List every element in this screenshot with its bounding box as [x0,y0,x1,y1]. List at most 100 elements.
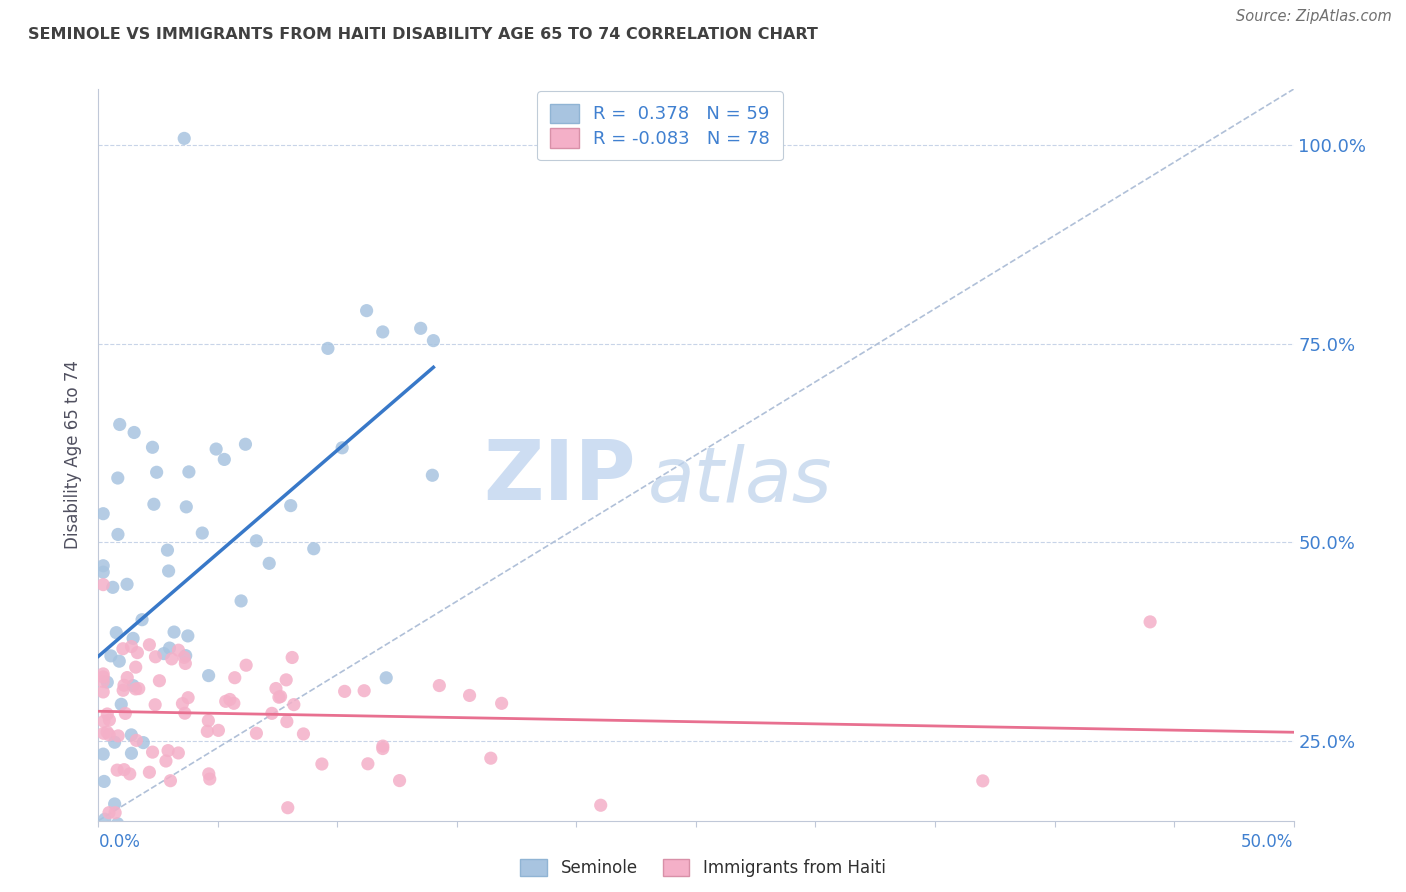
Point [104,805,127,820]
Point [222,696,245,710]
Point [107,471,129,485]
Point [118,767,141,781]
Point [422,468,444,483]
Text: atlas: atlas [648,443,832,517]
Point [91,747,114,761]
Point [96,675,118,690]
Point [112,763,135,777]
Point [112,678,135,692]
Point [280,499,302,513]
Point [353,683,375,698]
Point [120,747,142,761]
Point [375,671,398,685]
Point [131,613,153,627]
Point [104,797,127,811]
Point [125,733,148,747]
Point [157,743,180,757]
Text: SEMINOLE VS IMMIGRANTS FROM HAITI DISABILITY AGE 65 TO 74 CORRELATION CHART: SEMINOLE VS IMMIGRANTS FROM HAITI DISABI… [28,27,818,42]
Point [589,798,612,813]
Point [96,706,118,721]
Point [105,763,128,777]
Point [132,736,155,750]
Point [257,557,280,571]
Point [125,660,148,674]
Point [229,594,252,608]
Point [302,541,325,556]
Point [138,638,160,652]
Point [173,650,195,665]
Point [163,625,186,640]
Point [120,640,142,654]
Point [479,751,502,765]
Point [167,746,190,760]
Point [491,696,513,710]
Point [172,697,194,711]
Point [224,671,246,685]
Point [124,681,146,696]
Point [152,647,174,661]
Point [276,673,298,687]
Point [198,772,221,786]
Point [177,465,200,479]
Point [91,674,114,689]
Point [138,765,160,780]
Point [115,577,138,591]
Point [292,727,315,741]
Point [371,741,394,756]
Legend: Seminole, Immigrants from Haiti: Seminole, Immigrants from Haiti [513,852,893,884]
Point [105,625,128,640]
Point [122,679,145,693]
Point [145,465,167,479]
Point [357,756,380,771]
Point [111,641,134,656]
Point [148,673,170,688]
Point [1139,615,1161,629]
Point [245,533,267,548]
Point [159,641,181,656]
Point [174,648,197,663]
Point [458,689,481,703]
Point [235,437,257,451]
Point [120,728,142,742]
Point [972,773,994,788]
Point [270,690,292,704]
Point [98,805,121,820]
Point [91,507,114,521]
Point [177,629,200,643]
Point [122,632,145,646]
Point [96,725,118,739]
Point [91,577,114,591]
Point [174,500,197,514]
Point [91,558,114,573]
Point [214,452,236,467]
Point [267,690,290,705]
Point [191,526,214,541]
Point [245,726,267,740]
Point [316,342,339,356]
Text: Source: ZipAtlas.com: Source: ZipAtlas.com [1236,9,1392,24]
Point [91,666,114,681]
Point [101,580,124,594]
Point [197,668,219,682]
Point [127,646,149,660]
Point [94,812,117,826]
Point [283,698,305,712]
Point [115,671,138,685]
Legend: R =  0.378   N = 59, R = -0.083   N = 78: R = 0.378 N = 59, R = -0.083 N = 78 [537,91,783,161]
Point [141,440,163,454]
Text: 0.0%: 0.0% [98,832,141,851]
Y-axis label: Disability Age 65 to 74: Disability Age 65 to 74 [65,360,83,549]
Point [356,303,378,318]
Point [93,714,115,729]
Point [174,657,197,671]
Point [330,441,353,455]
Point [281,650,304,665]
Point [235,658,257,673]
Point [98,713,121,727]
Point [128,681,150,696]
Point [177,690,200,705]
Point [156,543,179,558]
Point [218,692,240,706]
Point [260,706,283,721]
Point [427,679,450,693]
